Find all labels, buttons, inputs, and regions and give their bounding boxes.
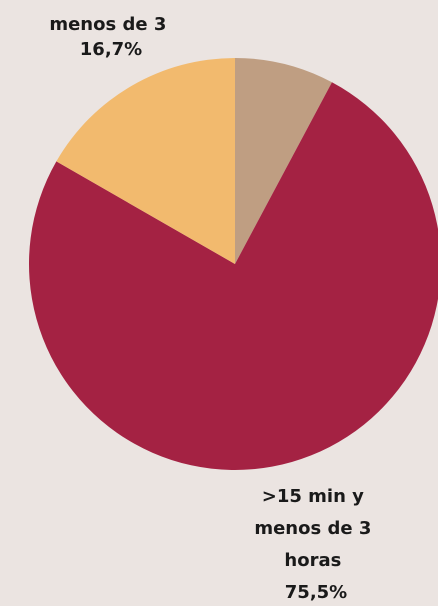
label-value: 16,7% — [80, 39, 142, 60]
pie-slice-1 — [28, 82, 438, 470]
pie-slice-0 — [235, 58, 332, 264]
label-line: menos de 3 — [49, 14, 166, 35]
label-line: horas — [284, 550, 341, 571]
label-value: 75,5% — [285, 582, 347, 603]
pie-slice-2 — [56, 58, 235, 264]
label-line: >15 min y — [262, 486, 364, 507]
slice-label-more-than-3-hours: menos de 3 16,7% — [49, 14, 172, 60]
label-line: menos de 3 — [254, 518, 371, 539]
pie-slices — [28, 58, 438, 470]
slice-label-15min-to-3-hours: >15 min y menos de 3 horas 75,5% — [254, 486, 377, 603]
